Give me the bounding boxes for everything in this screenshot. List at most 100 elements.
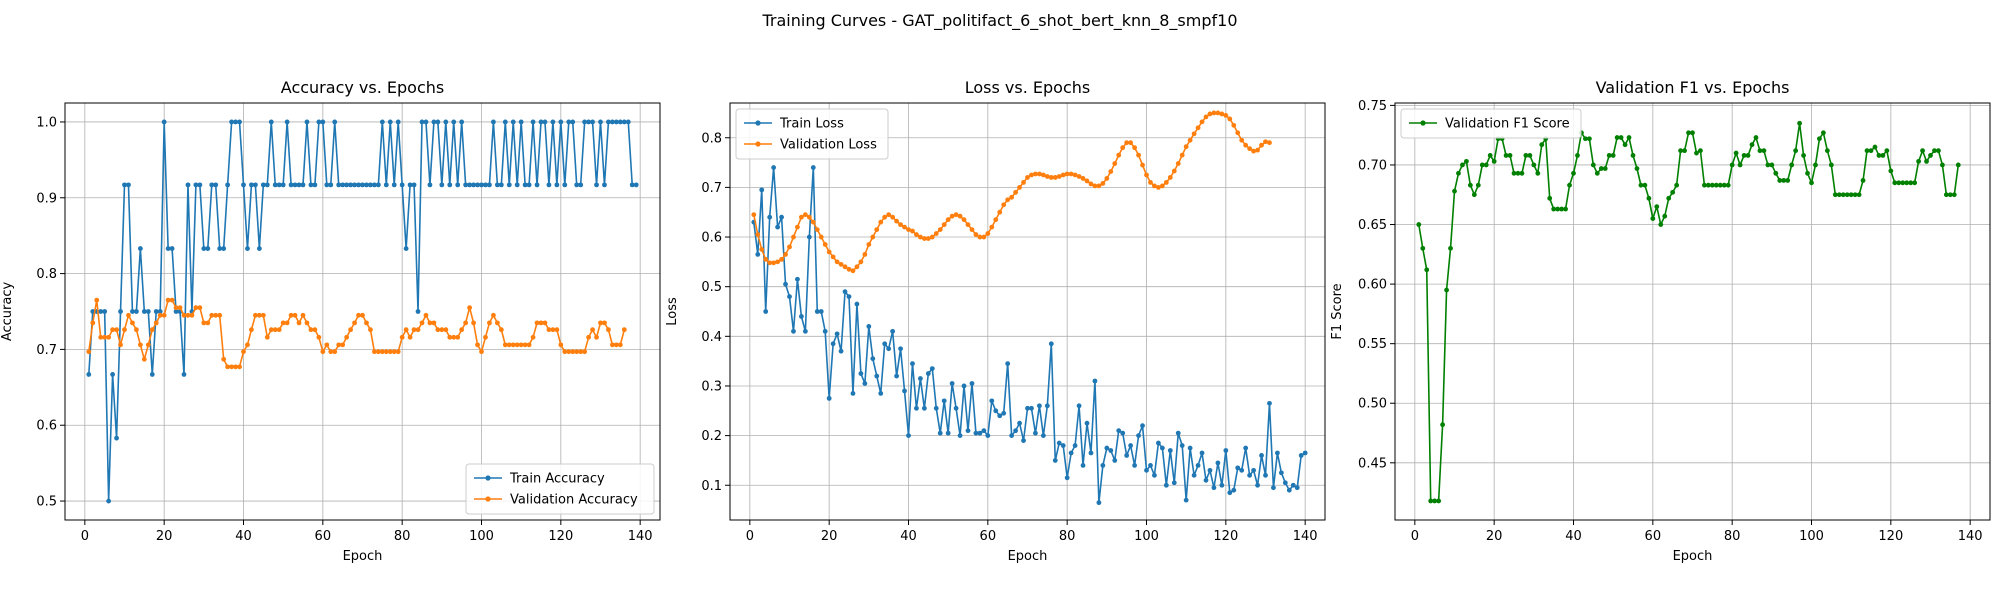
- data-point: [1515, 170, 1521, 176]
- data-point: [771, 260, 777, 266]
- data-point: [1646, 195, 1652, 201]
- data-point: [1436, 498, 1442, 504]
- data-point: [850, 268, 856, 274]
- legend-label: Validation F1 Score: [1445, 117, 1570, 132]
- data-point: [364, 320, 369, 326]
- data-point: [249, 182, 254, 188]
- data-point: [1567, 182, 1572, 188]
- data-point: [185, 312, 191, 318]
- data-point: [598, 320, 603, 326]
- data-point: [894, 218, 899, 224]
- data-point: [530, 119, 536, 125]
- data-point: [1817, 136, 1822, 142]
- data-point: [755, 252, 761, 257]
- data-point: [320, 349, 326, 355]
- data-point: [328, 182, 334, 188]
- data-point: [1642, 182, 1648, 188]
- data-point: [1290, 482, 1296, 488]
- data-point: [288, 312, 294, 318]
- data-point: [783, 281, 788, 287]
- data-point: [1840, 192, 1846, 198]
- data-point: [1626, 135, 1632, 140]
- data-point: [822, 242, 828, 247]
- data-point: [1128, 140, 1134, 146]
- data-point: [1116, 152, 1122, 158]
- data-point: [550, 327, 556, 333]
- data-point: [411, 182, 417, 188]
- data-point: [1255, 147, 1260, 153]
- data-point: [300, 312, 306, 318]
- x-tick-label: 120: [1213, 529, 1238, 544]
- data-point: [502, 342, 508, 348]
- data-point: [205, 320, 211, 326]
- x-tick-label: 100: [1799, 529, 1824, 544]
- data-point: [751, 212, 757, 218]
- data-point: [209, 312, 215, 318]
- y-tick-label: 0.3: [701, 379, 722, 394]
- data-point: [1195, 125, 1201, 131]
- data-point: [1753, 135, 1759, 140]
- data-point: [1682, 148, 1687, 154]
- data-point: [491, 119, 496, 125]
- data-point: [550, 119, 556, 125]
- data-point: [1467, 182, 1473, 188]
- data-point: [372, 349, 377, 355]
- data-point: [435, 327, 441, 333]
- data-point: [1943, 192, 1949, 198]
- data-point: [1005, 361, 1011, 367]
- data-point: [1056, 440, 1062, 446]
- data-point: [1056, 174, 1062, 179]
- data-point: [1199, 450, 1205, 456]
- data-point: [411, 327, 417, 333]
- data-point: [395, 119, 401, 125]
- data-point: [475, 182, 480, 188]
- data-point: [1698, 148, 1703, 154]
- legend-marker: [485, 475, 491, 481]
- data-point: [1432, 498, 1438, 504]
- data-point: [1072, 443, 1078, 448]
- data-point: [921, 405, 927, 411]
- data-point: [502, 119, 508, 125]
- data-point: [598, 119, 603, 125]
- data-point: [229, 364, 235, 370]
- data-point: [1219, 111, 1225, 117]
- data-point: [1713, 182, 1719, 188]
- legend-marker: [485, 496, 491, 502]
- data-point: [399, 334, 405, 340]
- data-point: [862, 381, 868, 386]
- data-point: [1282, 480, 1288, 486]
- data-point: [1598, 166, 1604, 171]
- data-point: [763, 309, 769, 314]
- x-tick-label: 20: [821, 529, 838, 544]
- y-tick-label: 0.70: [1358, 158, 1387, 173]
- data-point: [542, 320, 548, 326]
- data-point: [1104, 176, 1110, 181]
- data-point: [1159, 445, 1165, 451]
- data-point: [1475, 182, 1481, 188]
- data-point: [518, 119, 524, 125]
- legend-box: [735, 108, 889, 160]
- data-point: [308, 182, 314, 188]
- data-point: [312, 182, 318, 188]
- data-point: [1152, 183, 1157, 189]
- data-point: [795, 224, 800, 230]
- data-point: [1868, 148, 1874, 154]
- data-point: [1259, 142, 1264, 148]
- data-point: [383, 182, 389, 188]
- data-point: [957, 213, 963, 219]
- legend-label: Train Loss: [779, 117, 844, 132]
- data-point: [221, 246, 227, 251]
- data-point: [459, 119, 465, 125]
- chart-title: Loss vs. Epochs: [965, 78, 1090, 97]
- data-point: [602, 320, 607, 326]
- data-point: [130, 320, 135, 326]
- data-point: [1519, 170, 1525, 176]
- y-tick-label: 0.5: [701, 280, 722, 295]
- data-point: [1832, 192, 1838, 198]
- data-point: [1765, 162, 1771, 168]
- data-point: [1896, 180, 1902, 186]
- data-point: [1144, 172, 1149, 178]
- data-point: [94, 297, 100, 303]
- data-point: [1924, 158, 1929, 164]
